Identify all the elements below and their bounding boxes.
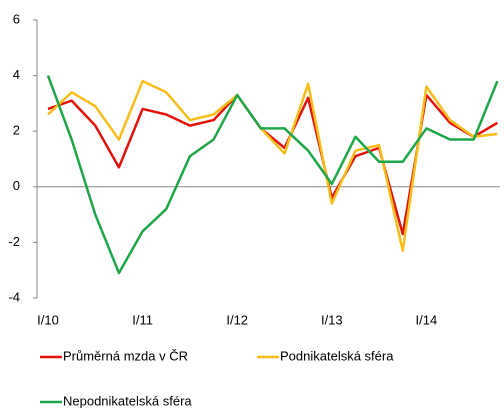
x-tick-label: I/11 (132, 312, 153, 327)
legend-label: Podnikatelská sféra (280, 348, 394, 363)
y-tick-label: 6 (13, 11, 20, 26)
series-line (46, 75, 499, 275)
legend-label: Průměrná mzda v ČR (63, 348, 188, 363)
x-tick-label: I/14 (416, 312, 438, 327)
y-tick-label: -4 (8, 289, 20, 304)
x-tick-label: I/10 (37, 312, 59, 327)
x-tick-label: I/13 (321, 312, 343, 327)
y-tick-label: 2 (13, 123, 20, 138)
y-tick-label: 4 (13, 67, 20, 82)
series-line (47, 79, 498, 252)
legend-label: Nepodnikatelská sféra (63, 393, 192, 408)
x-tick-label: I/12 (226, 312, 248, 327)
series-line (47, 93, 498, 236)
y-tick-label: 0 (13, 178, 20, 193)
y-tick-label: -2 (8, 234, 20, 249)
